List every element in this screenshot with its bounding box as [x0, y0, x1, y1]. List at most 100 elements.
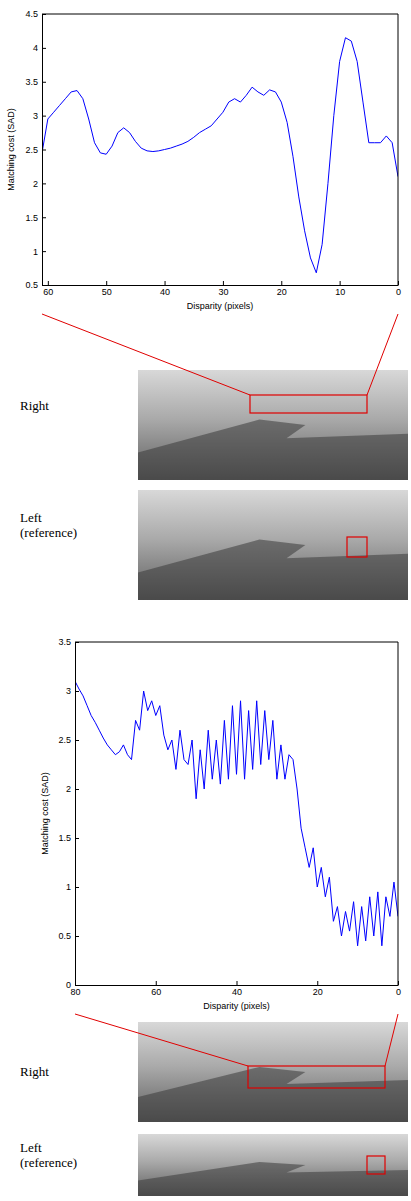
- y-tick-mark: [42, 251, 46, 252]
- y-tick: 3: [66, 686, 79, 696]
- x-tick-mark: [106, 281, 107, 285]
- y-tick-label: 0.5: [58, 931, 71, 941]
- x-tick: 0: [396, 981, 401, 997]
- x-tick-label: 80: [70, 987, 80, 997]
- y-tick: 0.5: [58, 931, 79, 941]
- y-tick: 3.5: [58, 637, 79, 647]
- x-tick: 40: [232, 981, 242, 997]
- x-tick-mark: [398, 981, 399, 985]
- y-tick: 2.5: [58, 735, 79, 745]
- connector: [42, 314, 250, 395]
- image-label: Right: [20, 1064, 49, 1079]
- y-tick: 2: [66, 784, 79, 794]
- frame-top: [42, 14, 398, 15]
- y-tick-mark: [42, 217, 46, 218]
- highlight-box: [248, 1066, 385, 1088]
- y-tick-mark: [42, 82, 46, 83]
- right-image: [138, 370, 408, 480]
- y-tick-label: 1: [66, 882, 71, 892]
- frame-right: [398, 642, 399, 985]
- y-tick: 1: [33, 247, 46, 257]
- x-tick-mark: [340, 281, 341, 285]
- marks: [42, 38, 398, 273]
- x-tick: 60: [151, 981, 161, 997]
- photo-ground: [138, 1022, 408, 1122]
- y-tick-mark: [75, 985, 79, 986]
- x-axis: 80 60 40 20 0: [70, 981, 401, 997]
- x-tick-label: 20: [277, 287, 287, 297]
- y-tick-mark: [42, 183, 46, 184]
- x-tick-label: 10: [335, 287, 345, 297]
- x-tick-label: 60: [151, 987, 161, 997]
- connector: [385, 1014, 398, 1066]
- cost-line: [75, 681, 398, 946]
- y-tick-mark: [75, 789, 79, 790]
- left-image: [138, 490, 408, 600]
- highlight-box: [367, 1156, 385, 1174]
- x-tick-label: 60: [43, 287, 53, 297]
- y-tick: 2: [33, 179, 46, 189]
- y-tick-mark: [42, 116, 46, 117]
- x-tick: 20: [313, 981, 323, 997]
- y-tick-mark: [75, 838, 79, 839]
- y-tick-mark: [75, 691, 79, 692]
- x-tick: 0: [396, 281, 401, 297]
- y-tick: 1.5: [25, 213, 46, 223]
- photo-ground: [138, 490, 408, 600]
- x-tick-mark: [317, 981, 318, 985]
- photo-shape: [138, 420, 408, 481]
- y-tick: 2.5: [25, 145, 46, 155]
- y-tick: 4: [33, 43, 46, 53]
- x-axis-title: Disparity (pixels): [187, 301, 254, 311]
- photo-ground: [138, 1134, 408, 1196]
- image-label: Left(reference): [20, 1140, 77, 1170]
- photo-ground: [138, 370, 408, 480]
- y-tick-label: 0: [66, 980, 71, 990]
- y-axis: 0 0.5 1 1.5 2 2.5 3 3.5: [58, 637, 79, 990]
- x-tick: 30: [218, 281, 228, 297]
- y-tick-mark: [75, 936, 79, 937]
- figure: 60504030201000.511.522.533.544.5Disparit…: [0, 0, 411, 1201]
- frame-top: [75, 642, 398, 643]
- highlight-box: [250, 395, 367, 413]
- chart-1: 80 60 40 20 0 0 0.5 1 1.5 2 2.5 3 3.5 Disparity (pixe…: [20, 637, 408, 1196]
- photo-shape: [138, 1067, 408, 1122]
- x-tick-mark: [156, 981, 157, 985]
- y-axis: 0.511.522.533.544.5: [25, 9, 46, 290]
- x-tick: 40: [160, 281, 170, 297]
- y-tick-mark: [42, 14, 46, 15]
- x-tick: 10: [335, 281, 345, 297]
- y-tick: 0: [66, 980, 79, 990]
- frame-right: [398, 14, 399, 285]
- x-axis-title: Disparity (pixels): [203, 1001, 270, 1011]
- connector: [367, 314, 398, 395]
- plot-area: [75, 642, 398, 985]
- y-tick-label: 1.5: [58, 833, 71, 843]
- marks: [75, 681, 398, 946]
- connector: [75, 1014, 248, 1066]
- y-axis-line: [75, 643, 76, 986]
- x-tick: 60: [43, 281, 53, 297]
- image-label: Left(reference): [20, 510, 77, 540]
- x-tick: 20: [277, 281, 287, 297]
- x-tick-mark: [48, 281, 49, 285]
- y-tick-label: 0.5: [25, 280, 38, 290]
- x-tick-mark: [281, 281, 282, 285]
- y-tick-mark: [42, 150, 46, 151]
- y-tick: 1.5: [58, 833, 79, 843]
- y-tick-mark: [75, 642, 79, 643]
- x-axis-line: [43, 285, 399, 286]
- highlight-box: [347, 537, 367, 557]
- y-tick-label: 4: [33, 43, 38, 53]
- y-tick-label: 2: [33, 179, 38, 189]
- y-tick: 3: [33, 111, 46, 121]
- x-tick: 50: [102, 281, 112, 297]
- x-tick-mark: [398, 281, 399, 285]
- y-tick-mark: [75, 887, 79, 888]
- plot-area: [42, 14, 398, 285]
- y-tick-label: 3: [66, 686, 71, 696]
- y-tick-label: 3.5: [58, 637, 71, 647]
- y-axis-title: Matching cost (SAD): [40, 772, 50, 855]
- y-tick-label: 2: [66, 784, 71, 794]
- y-tick: 4.5: [25, 9, 46, 19]
